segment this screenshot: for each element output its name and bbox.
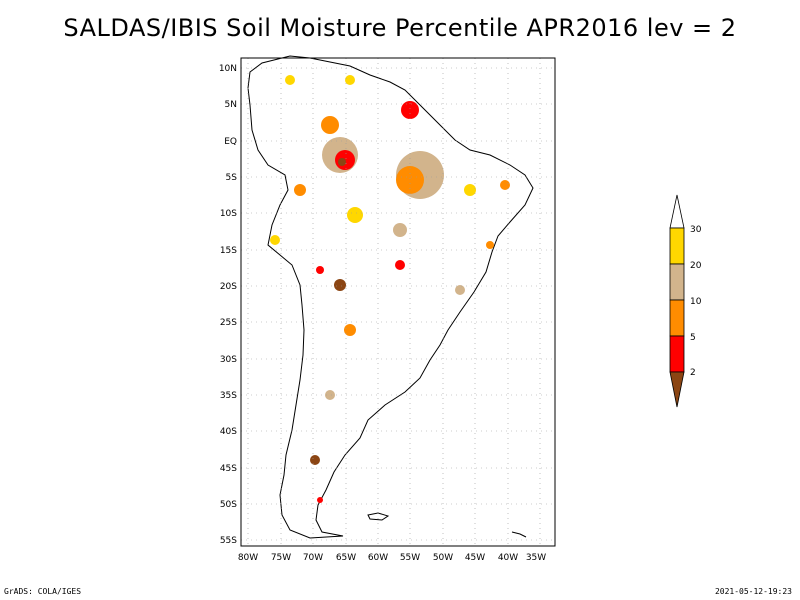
lat-tick: 20S	[220, 282, 237, 292]
colorbar-segment	[669, 227, 685, 265]
lon-tick: 75W	[271, 553, 291, 563]
percentile-patches	[270, 75, 510, 503]
footer-timestamp: 2021-05-12-19:23	[714, 587, 792, 596]
lat-tick-labels: 10N 5N EQ 5S 10S 15S 20S 25S 30S 35S 40S…	[219, 64, 237, 546]
lon-tick: 65W	[336, 553, 356, 563]
lat-tick: 10S	[220, 209, 237, 219]
footer-credit: GrADS: COLA/IGES	[4, 587, 82, 596]
lat-tick: 35S	[220, 391, 237, 401]
map-title: SALDAS/IBIS Soil Moisture Percentile APR…	[63, 14, 737, 42]
lon-tick: 55W	[400, 553, 420, 563]
lon-tick: 40W	[498, 553, 518, 563]
lon-tick-labels: 80W 75W 70W 65W 60W 55W 50W 45W 40W 35W	[238, 553, 546, 563]
colorbar-segment	[669, 263, 685, 301]
lat-tick: 25S	[220, 318, 237, 328]
lon-tick: 45W	[465, 553, 485, 563]
lon-tick: 35W	[526, 553, 546, 563]
lat-tick: 50S	[220, 500, 237, 510]
island	[367, 512, 390, 521]
lat-tick: 40S	[220, 427, 237, 437]
colorbar-label: 5	[690, 333, 696, 343]
lat-tick: 5N	[225, 100, 237, 110]
colorbar-segment	[669, 335, 685, 373]
lon-tick: 80W	[238, 553, 258, 563]
colorbar-label: 10	[690, 297, 702, 307]
lat-tick: 15S	[220, 246, 237, 256]
colorbar-segment	[669, 299, 685, 337]
continent-outline	[247, 55, 534, 539]
lat-tick: 30S	[220, 355, 237, 365]
lat-tick: 55S	[220, 536, 237, 546]
colorbar-label: 30	[690, 225, 702, 235]
colorbar-segment-bottom	[669, 371, 685, 408]
lat-tick: 45S	[220, 464, 237, 474]
colorbar-label: 2	[690, 368, 696, 378]
lon-tick: 60W	[368, 553, 388, 563]
colorbar	[669, 194, 685, 408]
colorbar-segment-top	[669, 194, 685, 229]
lat-tick: 10N	[219, 64, 237, 74]
lat-tick: EQ	[224, 137, 237, 147]
colorbar-label: 20	[690, 261, 702, 271]
lon-tick: 70W	[303, 553, 323, 563]
colorbar-labels: 2 5 10 20 30	[690, 225, 702, 378]
island	[511, 531, 527, 538]
lat-tick: 5S	[226, 173, 238, 183]
map-frame	[240, 57, 556, 547]
lon-tick: 50W	[433, 553, 453, 563]
